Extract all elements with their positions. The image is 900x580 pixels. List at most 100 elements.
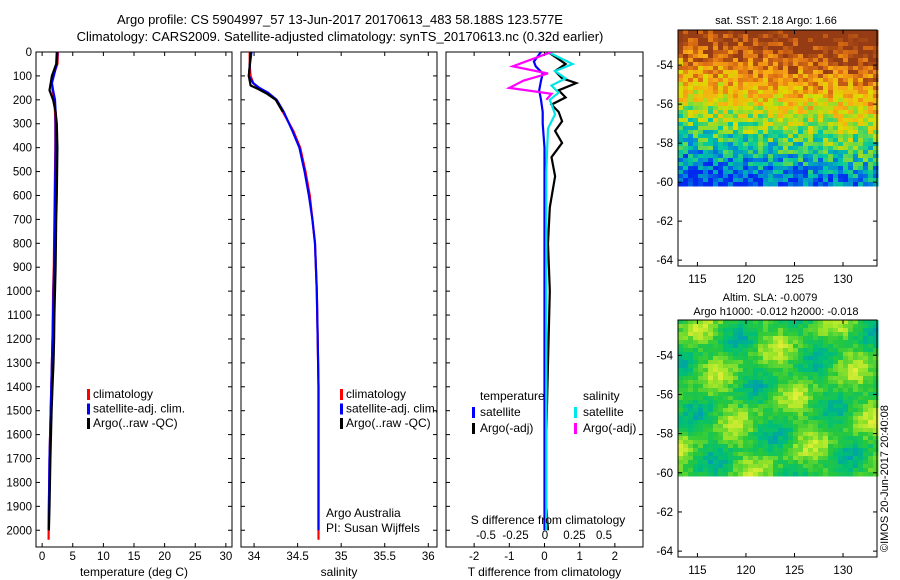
map-cell (728, 110, 734, 115)
map-cell (703, 448, 709, 453)
map-cell (753, 340, 759, 345)
map-cell (813, 396, 819, 401)
map-cell (748, 66, 754, 71)
map-cell (748, 468, 754, 473)
map-cell (683, 416, 689, 421)
map-cell (808, 106, 814, 111)
map-cell (873, 86, 879, 91)
map-cell (678, 182, 684, 187)
map-cell (818, 448, 824, 453)
map-cell (753, 98, 759, 103)
map-cell (703, 408, 709, 413)
x-tick-label: 34.5 (286, 551, 308, 563)
map-cell (808, 432, 814, 437)
map-cell (788, 62, 794, 67)
map-cell (803, 130, 809, 135)
map-cell (788, 58, 794, 63)
map-cell (853, 372, 859, 377)
map-cell (678, 396, 684, 401)
map-cell (758, 432, 764, 437)
map-cell (793, 464, 799, 469)
map-cell (748, 328, 754, 333)
map-cell (868, 62, 874, 67)
map-cell (768, 130, 774, 135)
map-cell (703, 74, 709, 79)
map-cell (793, 396, 799, 401)
map-cell (718, 98, 724, 103)
map-cell (843, 86, 849, 91)
map-cell (868, 98, 874, 103)
map-y-tick-label: -54 (656, 60, 673, 72)
map-cell (683, 448, 689, 453)
map-cell (803, 392, 809, 397)
map-cell (753, 348, 759, 353)
map-cell (753, 94, 759, 99)
map-cell (833, 328, 839, 333)
map-cell (863, 78, 869, 83)
map-cell (733, 50, 739, 55)
map-cell (758, 122, 764, 127)
series-line-climatology (248, 52, 320, 540)
map-cell (873, 110, 879, 115)
map-cell (688, 70, 694, 75)
map-cell (848, 332, 854, 337)
map-cell (693, 336, 699, 341)
map-cell (733, 34, 739, 39)
map-cell (773, 452, 779, 457)
map-cell (703, 82, 709, 87)
map-cell (753, 472, 759, 477)
map-cell (788, 50, 794, 55)
map-cell (678, 352, 684, 357)
map-cell (863, 332, 869, 337)
map-cell (798, 154, 804, 159)
map-cell (813, 444, 819, 449)
map-cell (723, 360, 729, 365)
map-cell (803, 138, 809, 143)
map-cell (873, 34, 879, 39)
map-cell (788, 388, 794, 393)
map-cell (768, 404, 774, 409)
map-cell (733, 388, 739, 393)
map-cell (713, 42, 719, 47)
map-cell (783, 376, 789, 381)
map-cell (863, 178, 869, 183)
map-cell (728, 58, 734, 63)
map-cell (828, 472, 834, 477)
map-cell (843, 436, 849, 441)
map-cell (803, 38, 809, 43)
map-cell (868, 66, 874, 71)
map-cell (838, 46, 844, 51)
map-cell (858, 456, 864, 461)
map-cell (873, 468, 879, 473)
map-cell (728, 98, 734, 103)
map-cell (743, 166, 749, 171)
map-cell (738, 468, 744, 473)
map-cell (858, 416, 864, 421)
map-cell (723, 320, 729, 325)
map-cell (768, 150, 774, 155)
map-cell (743, 106, 749, 111)
map-cell (708, 30, 714, 35)
map-cell (793, 324, 799, 329)
map-cell (778, 336, 784, 341)
map-cell (738, 408, 744, 413)
map-cell (713, 360, 719, 365)
map-cell (768, 376, 774, 381)
map-cell (683, 102, 689, 107)
map-cell (768, 448, 774, 453)
map-cell (813, 38, 819, 43)
map-cell (738, 452, 744, 457)
map-cell (683, 408, 689, 413)
map-cell (848, 472, 854, 477)
map-cell (733, 150, 739, 155)
map-cell (798, 182, 804, 187)
map-cell (828, 50, 834, 55)
map-cell (843, 110, 849, 115)
map-cell (778, 388, 784, 393)
map-cell (713, 86, 719, 91)
map-cell (858, 340, 864, 345)
map-cell (718, 460, 724, 465)
map-cell (758, 38, 764, 43)
map-cell (718, 166, 724, 171)
map-cell (708, 392, 714, 397)
